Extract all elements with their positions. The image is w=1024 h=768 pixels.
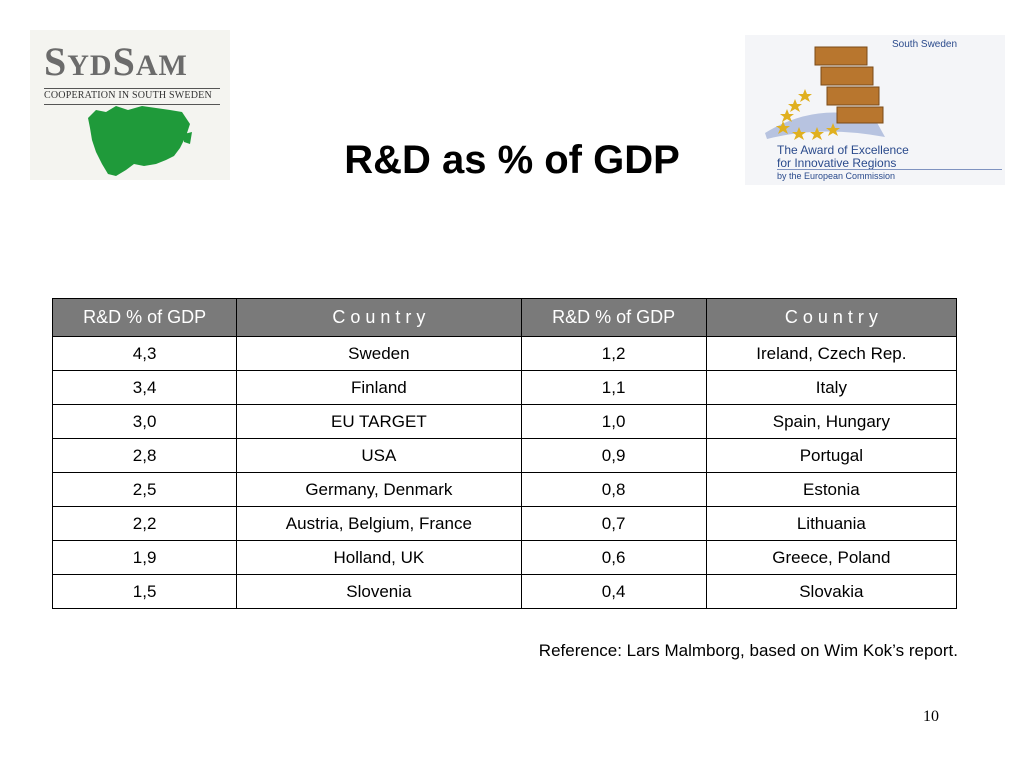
award-subtitle: by the European Commission — [777, 171, 896, 181]
cell-rd-value: 1,5 — [51, 574, 238, 609]
table-row: 2,8 USA 0,9 Portugal — [51, 438, 958, 473]
brick-stack — [814, 46, 884, 124]
sydsam-wordmark: SYDSAM — [44, 39, 188, 84]
award-title-line1: The Award of Excellence — [777, 143, 909, 157]
award-logo: South Sweden The Award of Excellence for… — [745, 35, 1005, 185]
cell-country: Greece, Poland — [705, 540, 958, 575]
eu-stars — [776, 89, 840, 140]
award-divider — [777, 169, 1002, 170]
table-row: 2,5 Germany, Denmark 0,8 Estonia — [51, 472, 958, 507]
cell-country: Italy — [705, 370, 958, 405]
cell-country: EU TARGET — [236, 404, 522, 439]
cell-rd-value: 0,4 — [520, 574, 707, 609]
cell-rd-value: 1,1 — [520, 370, 707, 405]
table-row: 1,9 Holland, UK 0,6 Greece, Poland — [51, 540, 958, 575]
header-rd-gdp-left: R&D % of GDP — [51, 298, 238, 337]
sydsam-tagline: COOPERATION IN SOUTH SWEDEN — [44, 90, 212, 101]
award-region-label: South Sweden — [892, 39, 958, 50]
cell-country: Holland, UK — [236, 540, 522, 575]
cell-country: Estonia — [705, 472, 958, 507]
cell-rd-value: 4,3 — [51, 336, 238, 371]
cell-country: USA — [236, 438, 522, 473]
table-row: 3,4 Finland 1,1 Italy — [51, 370, 958, 405]
table-row: 1,5 Slovenia 0,4 Slovakia — [51, 574, 958, 609]
cell-country: Lithuania — [705, 506, 958, 541]
header-country-right: C o u n t r y — [705, 298, 958, 337]
cell-rd-value: 2,2 — [51, 506, 238, 541]
cell-rd-value: 2,5 — [51, 472, 238, 507]
cell-rd-value: 3,0 — [51, 404, 238, 439]
header-country-left: C o u n t r y — [236, 298, 522, 337]
table-header-row: R&D % of GDP C o u n t r y R&D % of GDP … — [51, 298, 958, 337]
award-title-line2: for Innovative Regions — [777, 156, 897, 170]
table-row: 2,2 Austria, Belgium, France 0,7 Lithuan… — [51, 506, 958, 541]
cell-country: Finland — [236, 370, 522, 405]
cell-rd-value: 2,8 — [51, 438, 238, 473]
cell-rd-value: 0,9 — [520, 438, 707, 473]
cell-country: Austria, Belgium, France — [236, 506, 522, 541]
slide-title: R&D as % of GDP — [344, 138, 680, 182]
cell-rd-value: 0,7 — [520, 506, 707, 541]
rd-gdp-table: R&D % of GDP C o u n t r y R&D % of GDP … — [51, 298, 958, 609]
cell-rd-value: 1,9 — [51, 540, 238, 575]
logo-divider — [44, 88, 220, 89]
cell-country: Slovenia — [236, 574, 522, 609]
logo-divider — [44, 104, 220, 105]
table-row: 4,3 Sweden 1,2 Ireland, Czech Rep. — [51, 336, 958, 371]
cell-rd-value: 1,2 — [520, 336, 707, 371]
cell-rd-value: 0,8 — [520, 472, 707, 507]
award-bricks-stars-icon — [765, 46, 885, 140]
reference-note: Reference: Lars Malmborg, based on Wim K… — [538, 641, 958, 660]
cell-country: Slovakia — [705, 574, 958, 609]
table-row: 3,0 EU TARGET 1,0 Spain, Hungary — [51, 404, 958, 439]
cell-rd-value: 3,4 — [51, 370, 238, 405]
cell-rd-value: 0,6 — [520, 540, 707, 575]
cell-country: Spain, Hungary — [705, 404, 958, 439]
south-sweden-map-icon — [88, 106, 192, 176]
cell-country: Sweden — [236, 336, 522, 371]
header-rd-gdp-right: R&D % of GDP — [520, 298, 707, 337]
cell-country: Germany, Denmark — [236, 472, 522, 507]
cell-country: Ireland, Czech Rep. — [705, 336, 958, 371]
slide-number: 10 — [923, 708, 939, 725]
cell-country: Portugal — [705, 438, 958, 473]
sydsam-logo: SYDSAM COOPERATION IN SOUTH SWEDEN — [30, 30, 230, 180]
cell-rd-value: 1,0 — [520, 404, 707, 439]
